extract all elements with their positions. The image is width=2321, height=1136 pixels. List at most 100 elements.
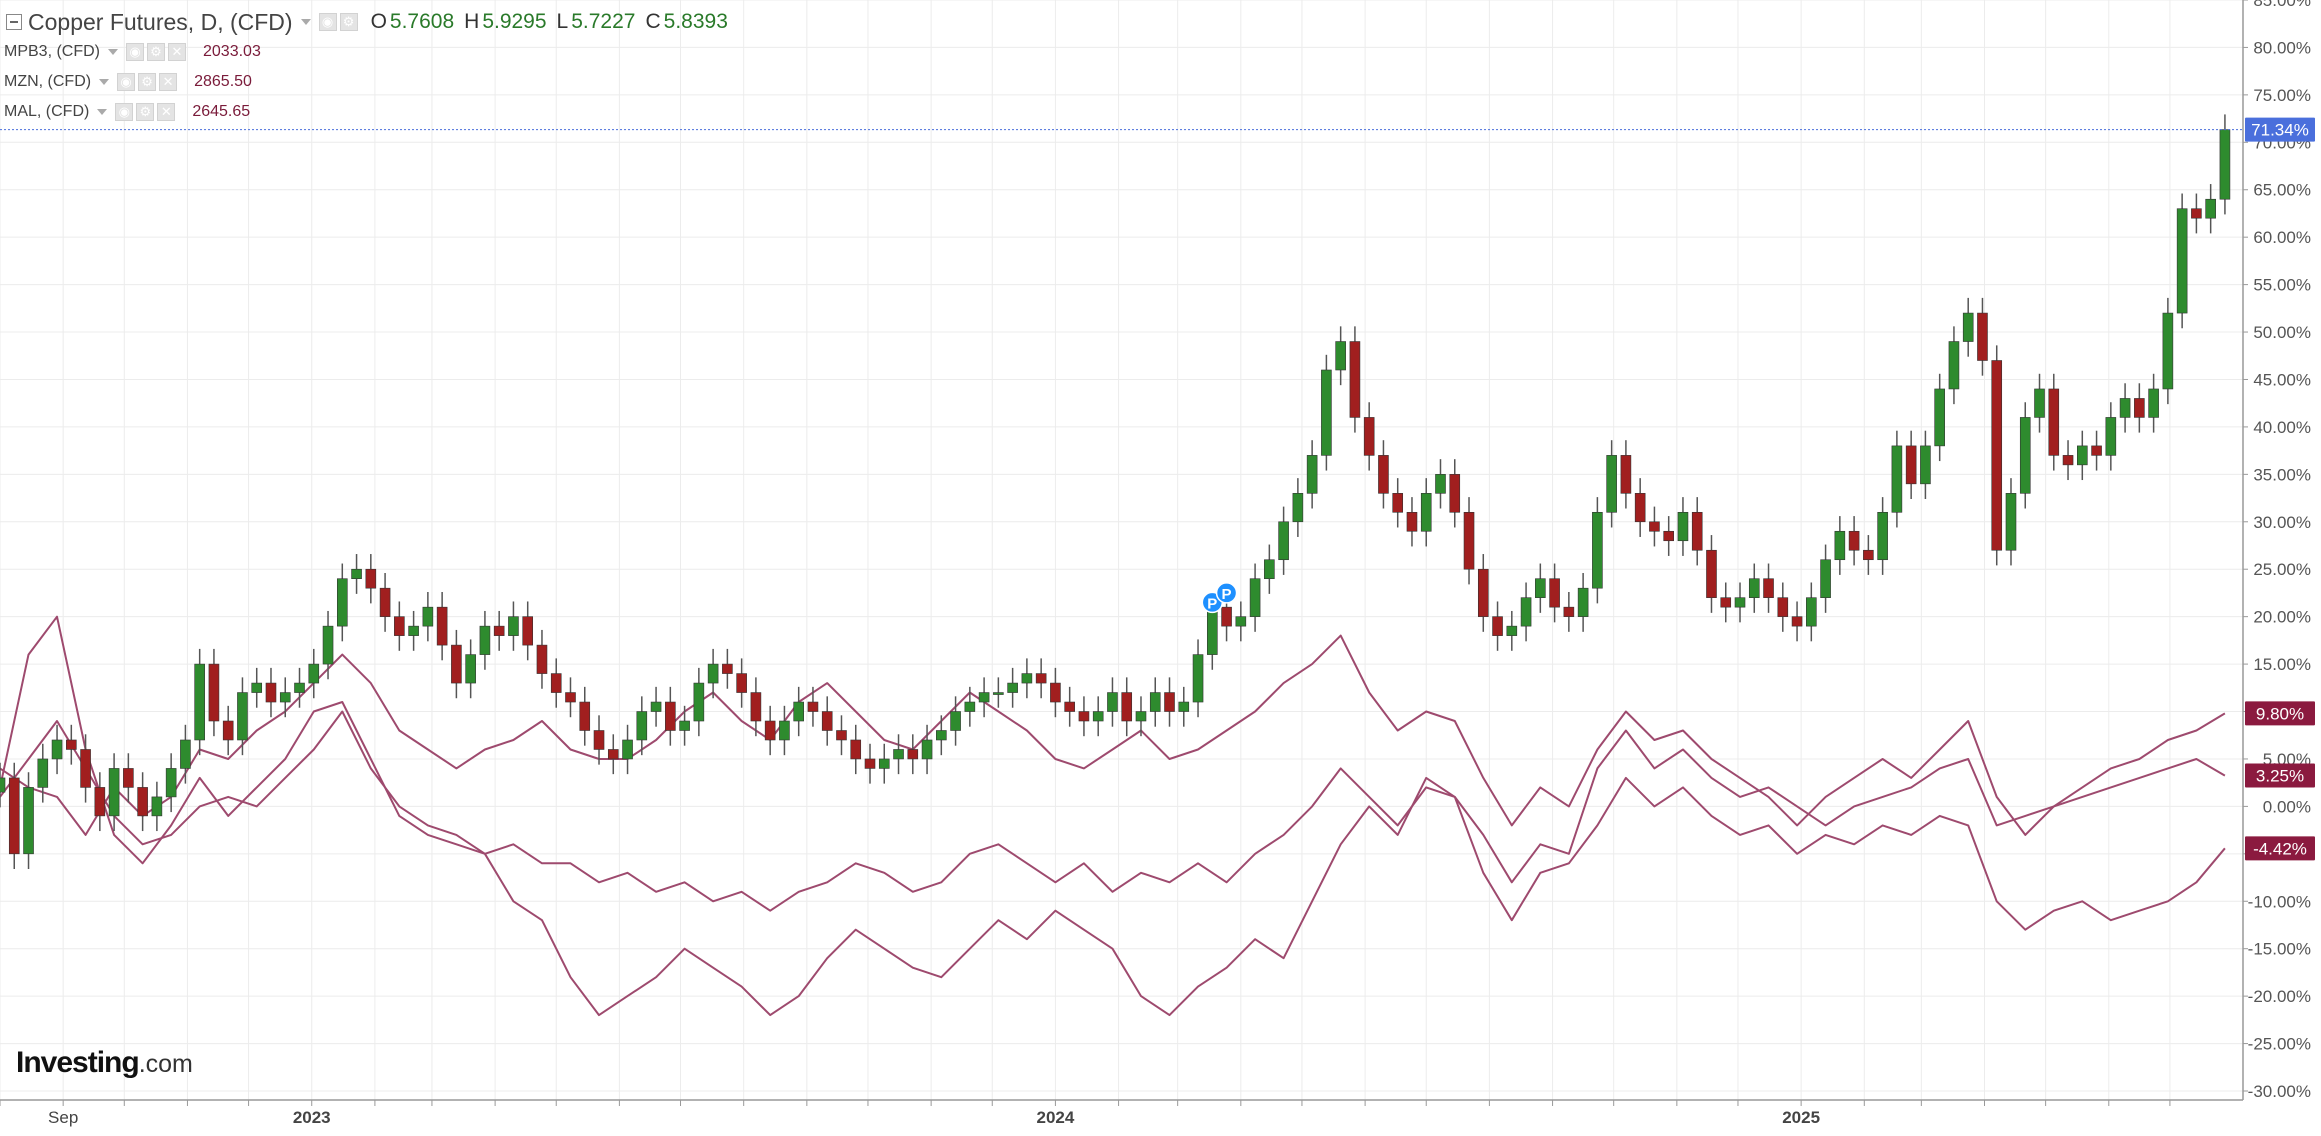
candle-body bbox=[336, 578, 348, 627]
event-marker-label: P bbox=[1222, 586, 1232, 603]
close-label: C bbox=[645, 10, 661, 33]
candle-body bbox=[1563, 606, 1575, 617]
candle-body bbox=[508, 616, 519, 636]
candle-body bbox=[807, 701, 819, 712]
candle-body bbox=[636, 711, 648, 741]
candle-body bbox=[1877, 511, 1888, 561]
candle-body bbox=[208, 663, 220, 722]
visibility-icon[interactable]: ◉ bbox=[318, 13, 337, 31]
y-tick-label: 40.00% bbox=[2253, 418, 2311, 437]
candle-body bbox=[579, 701, 591, 731]
open-value: 5.7608 bbox=[389, 10, 455, 33]
y-tick-label: 80.00% bbox=[2253, 38, 2311, 57]
visibility-icon[interactable]: ◉ bbox=[117, 73, 136, 91]
candle-body bbox=[94, 787, 106, 817]
candle-body bbox=[550, 673, 562, 693]
candle-body bbox=[351, 568, 362, 580]
y-tick-label: 50.00% bbox=[2253, 323, 2311, 342]
main-series-title[interactable]: Copper Futures, D, (CFD) bbox=[28, 8, 293, 35]
candle-body bbox=[522, 616, 534, 646]
candle-body bbox=[1363, 417, 1375, 456]
low-label: L bbox=[556, 10, 569, 33]
y-tick-label: -25.00% bbox=[2248, 1035, 2311, 1054]
candle-body bbox=[650, 701, 662, 712]
open-label: O bbox=[370, 10, 387, 33]
close-icon[interactable]: ✕ bbox=[159, 73, 178, 91]
close-icon[interactable]: ✕ bbox=[168, 43, 186, 61]
overlay-title[interactable]: MZN, (CFD) bbox=[4, 73, 92, 90]
x-tick-label: 2024 bbox=[1036, 1108, 1074, 1127]
candle-body bbox=[907, 749, 919, 760]
candle-body bbox=[1235, 616, 1247, 627]
current-value-badge bbox=[2245, 117, 2315, 142]
candle-body bbox=[0, 777, 6, 793]
candle-body bbox=[2034, 388, 2045, 418]
candle-body bbox=[1549, 578, 1560, 608]
candle-body bbox=[80, 749, 91, 788]
candle-body bbox=[251, 682, 263, 693]
visibility-icon[interactable]: ◉ bbox=[115, 103, 134, 121]
candle-body bbox=[1592, 511, 1603, 589]
candle-body bbox=[151, 796, 163, 817]
candle-body bbox=[165, 768, 177, 798]
candle-body bbox=[978, 692, 990, 703]
candle-body bbox=[2119, 398, 2131, 418]
overlay-series-line-mpb3 bbox=[0, 634, 2226, 836]
candle-body bbox=[23, 787, 34, 855]
candle-body bbox=[993, 692, 1004, 695]
candle-body bbox=[66, 739, 77, 750]
y-tick-label: 20.00% bbox=[2253, 608, 2311, 627]
settings-gear-icon[interactable]: ⚙ bbox=[136, 103, 155, 121]
chevron-down-icon[interactable] bbox=[108, 49, 118, 55]
settings-gear-icon[interactable]: ⚙ bbox=[138, 73, 157, 91]
chevron-down-icon[interactable] bbox=[300, 19, 311, 25]
candle-body bbox=[2148, 388, 2159, 418]
candle-body bbox=[1520, 597, 1532, 627]
candle-body bbox=[1962, 312, 1974, 342]
candle-body bbox=[479, 625, 491, 655]
settings-gear-icon[interactable]: ⚙ bbox=[339, 13, 358, 31]
candle-body bbox=[878, 758, 890, 769]
y-tick-label: 65.00% bbox=[2253, 181, 2311, 200]
candle-body bbox=[180, 739, 191, 769]
candle-body bbox=[1806, 597, 1817, 627]
candle-body bbox=[436, 606, 448, 646]
overlay-title[interactable]: MPB3, (CFD) bbox=[4, 43, 100, 60]
candle-body bbox=[265, 682, 277, 703]
visibility-icon[interactable]: ◉ bbox=[126, 43, 144, 61]
candle-body bbox=[1192, 654, 1204, 703]
candle-body bbox=[1149, 692, 1161, 712]
candle-body bbox=[1463, 511, 1475, 570]
candle-body bbox=[408, 625, 419, 636]
candle-body bbox=[1135, 711, 1147, 722]
candle-body bbox=[2176, 208, 2188, 314]
candle-body bbox=[1620, 455, 1632, 494]
settings-gear-icon[interactable]: ⚙ bbox=[147, 43, 165, 61]
candle-body bbox=[1606, 455, 1617, 513]
gridlines bbox=[0, 0, 2243, 1106]
candle-body bbox=[1420, 493, 1432, 532]
candle-body bbox=[1706, 549, 1717, 598]
logo-brand: Investing bbox=[16, 1046, 140, 1079]
candle-body bbox=[593, 730, 605, 750]
candle-body bbox=[1007, 682, 1018, 693]
candle-body bbox=[707, 663, 719, 684]
candle-body bbox=[308, 663, 320, 684]
y-tick-label: -10.00% bbox=[2248, 892, 2311, 911]
y-tick-label: 85.00% bbox=[2253, 0, 2311, 10]
candle-body bbox=[2019, 417, 2031, 494]
candle-body bbox=[1720, 597, 1732, 608]
candle-body bbox=[893, 749, 904, 760]
candle-body bbox=[493, 625, 505, 636]
candle-body bbox=[921, 739, 933, 760]
candle-body bbox=[964, 701, 976, 712]
candle-body bbox=[2062, 455, 2074, 466]
collapse-legend-icon[interactable] bbox=[6, 14, 22, 30]
overlay-title[interactable]: MAL, (CFD) bbox=[4, 103, 90, 120]
close-icon[interactable]: ✕ bbox=[157, 103, 176, 121]
y-tick-label: -20.00% bbox=[2248, 987, 2311, 1006]
chevron-down-icon[interactable] bbox=[99, 79, 110, 85]
chevron-down-icon[interactable] bbox=[97, 109, 108, 115]
